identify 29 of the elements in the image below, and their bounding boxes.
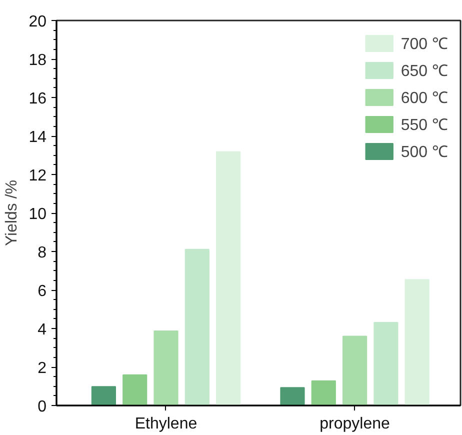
y-tick-label: 16	[28, 90, 47, 108]
y-tick-label: 4	[38, 322, 47, 338]
bar	[342, 336, 368, 406]
bar	[122, 374, 148, 406]
bar	[216, 151, 241, 406]
y-tick-label: 6	[38, 283, 47, 300]
bar	[374, 322, 398, 406]
y-tick-label: 10	[28, 206, 47, 223]
y-tick-label: 18	[28, 52, 47, 69]
y-tick-label: 0	[38, 398, 47, 416]
x-tick-label: Ethylene	[134, 416, 198, 432]
y-tick-label: 20	[28, 14, 47, 30]
y-tick-label: 14	[28, 129, 47, 146]
bar	[184, 248, 210, 406]
y-tick-label: 2	[38, 360, 47, 377]
bar	[91, 386, 116, 406]
legend-label: 650 ℃	[400, 62, 448, 81]
bar	[280, 387, 305, 406]
legend-label: 550 ℃	[400, 116, 448, 135]
y-tick-label: 8	[38, 244, 47, 262]
bar	[154, 330, 178, 406]
x-tick-label: propylene	[320, 416, 390, 432]
bar	[311, 380, 336, 406]
legend-label: 700 ℃	[400, 35, 448, 54]
bar	[404, 279, 430, 406]
y-tick-label: 12	[28, 168, 47, 184]
legend-label: 500 ℃	[400, 143, 448, 162]
legend-label: 600 ℃	[400, 89, 448, 108]
y-axis-title: Yields /%	[4, 180, 21, 246]
